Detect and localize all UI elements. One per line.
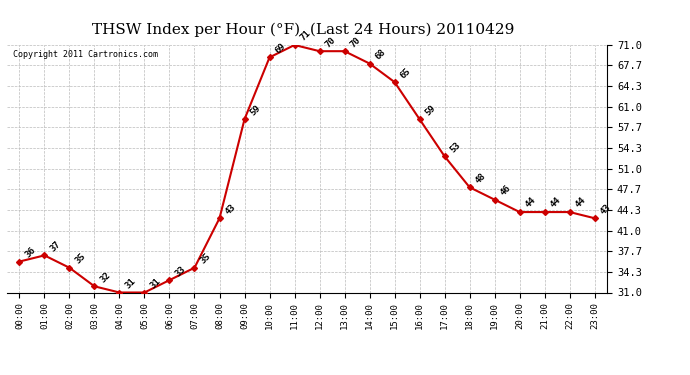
- Text: 35: 35: [199, 252, 213, 266]
- Text: 31: 31: [124, 276, 137, 290]
- Text: 44: 44: [549, 196, 563, 210]
- Text: 35: 35: [74, 252, 88, 266]
- Text: Copyright 2011 Cartronics.com: Copyright 2011 Cartronics.com: [13, 50, 158, 59]
- Text: 59: 59: [248, 103, 263, 117]
- Text: 59: 59: [424, 103, 437, 117]
- Text: 48: 48: [474, 171, 488, 185]
- Text: 44: 44: [574, 196, 588, 210]
- Text: 32: 32: [99, 270, 112, 284]
- Text: 46: 46: [499, 183, 513, 198]
- Text: 31: 31: [148, 276, 163, 290]
- Text: 44: 44: [524, 196, 538, 210]
- Text: 70: 70: [324, 35, 337, 49]
- Text: 68: 68: [374, 47, 388, 62]
- Text: 43: 43: [224, 202, 237, 216]
- Text: 43: 43: [599, 202, 613, 216]
- Text: 70: 70: [348, 35, 363, 49]
- Text: 36: 36: [23, 245, 37, 260]
- Text: 33: 33: [174, 264, 188, 278]
- Text: 53: 53: [448, 140, 463, 154]
- Text: 37: 37: [48, 239, 63, 253]
- Text: 65: 65: [399, 66, 413, 80]
- Text: 71: 71: [299, 29, 313, 43]
- Text: 69: 69: [274, 41, 288, 55]
- Text: THSW Index per Hour (°F)  (Last 24 Hours) 20110429: THSW Index per Hour (°F) (Last 24 Hours)…: [92, 22, 515, 37]
